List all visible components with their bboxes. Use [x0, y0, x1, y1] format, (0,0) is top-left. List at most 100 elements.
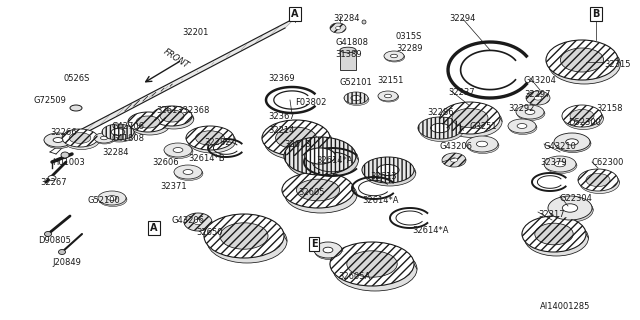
Ellipse shape: [262, 120, 330, 156]
Ellipse shape: [99, 193, 127, 206]
Text: 32613: 32613: [284, 140, 310, 149]
Ellipse shape: [53, 138, 63, 142]
Text: 32317: 32317: [538, 210, 564, 219]
Text: A: A: [150, 223, 157, 233]
Text: 32282: 32282: [204, 138, 230, 147]
Ellipse shape: [476, 141, 488, 147]
Ellipse shape: [546, 40, 618, 80]
Ellipse shape: [347, 251, 397, 277]
Text: 32266: 32266: [50, 128, 77, 137]
Ellipse shape: [194, 219, 202, 225]
Text: 32614*A: 32614*A: [412, 226, 449, 235]
Text: 32614*B: 32614*B: [188, 154, 225, 163]
Ellipse shape: [345, 93, 369, 106]
Ellipse shape: [175, 166, 203, 180]
Text: 32613: 32613: [370, 172, 397, 181]
Text: 32292: 32292: [508, 104, 534, 113]
Text: 32201: 32201: [182, 28, 208, 37]
Ellipse shape: [451, 158, 458, 162]
Text: 32614*A: 32614*A: [362, 196, 399, 205]
Text: 32379: 32379: [540, 158, 566, 167]
Ellipse shape: [296, 179, 340, 201]
Ellipse shape: [517, 124, 527, 128]
Ellipse shape: [525, 109, 535, 115]
Ellipse shape: [509, 121, 537, 134]
Text: G42706: G42706: [112, 122, 145, 131]
Text: C62300: C62300: [592, 158, 625, 167]
Text: G43206: G43206: [440, 142, 473, 151]
Ellipse shape: [578, 169, 618, 191]
Text: 32605A: 32605A: [338, 272, 370, 281]
Ellipse shape: [335, 27, 340, 29]
Text: 32650: 32650: [196, 228, 223, 237]
Ellipse shape: [442, 153, 466, 167]
Text: 32294: 32294: [449, 14, 475, 23]
Ellipse shape: [128, 112, 168, 132]
Text: F03802: F03802: [295, 98, 326, 107]
Ellipse shape: [276, 127, 316, 149]
Ellipse shape: [184, 213, 212, 231]
Ellipse shape: [384, 51, 404, 61]
Ellipse shape: [563, 108, 604, 130]
Ellipse shape: [70, 105, 82, 111]
Ellipse shape: [378, 91, 398, 101]
Ellipse shape: [63, 132, 99, 149]
Ellipse shape: [362, 157, 414, 183]
Ellipse shape: [186, 126, 234, 150]
Ellipse shape: [152, 106, 192, 126]
Ellipse shape: [102, 124, 134, 140]
Ellipse shape: [418, 117, 462, 139]
Text: G43204: G43204: [524, 76, 557, 85]
Ellipse shape: [390, 54, 397, 58]
Ellipse shape: [548, 196, 592, 220]
Ellipse shape: [452, 108, 488, 128]
Ellipse shape: [183, 170, 193, 174]
Ellipse shape: [98, 191, 126, 205]
Ellipse shape: [330, 23, 346, 33]
Text: 0526S: 0526S: [64, 74, 90, 83]
Ellipse shape: [467, 138, 499, 154]
Ellipse shape: [160, 110, 184, 122]
Text: 32237: 32237: [448, 88, 475, 97]
Ellipse shape: [524, 220, 588, 256]
Ellipse shape: [440, 102, 500, 134]
Ellipse shape: [220, 223, 268, 249]
Ellipse shape: [522, 216, 586, 252]
Text: 3261332368: 3261332368: [156, 106, 209, 115]
Text: G52100: G52100: [88, 196, 121, 205]
Ellipse shape: [165, 145, 193, 158]
Text: 32214: 32214: [268, 126, 294, 135]
Text: G22304: G22304: [560, 194, 593, 203]
Ellipse shape: [516, 105, 544, 119]
Ellipse shape: [333, 247, 417, 291]
Ellipse shape: [130, 115, 170, 135]
Text: G41808: G41808: [335, 38, 368, 47]
Text: D90805: D90805: [38, 236, 71, 245]
Ellipse shape: [305, 148, 335, 164]
Ellipse shape: [45, 134, 73, 148]
Ellipse shape: [466, 136, 498, 152]
Text: G72509: G72509: [34, 96, 67, 105]
Ellipse shape: [535, 223, 573, 245]
Text: 32151: 32151: [377, 76, 403, 85]
Ellipse shape: [45, 231, 51, 236]
Text: G3251: G3251: [469, 122, 497, 131]
Ellipse shape: [111, 129, 125, 135]
Ellipse shape: [207, 219, 287, 263]
Ellipse shape: [103, 126, 135, 142]
Text: 31389: 31389: [335, 50, 362, 59]
Ellipse shape: [562, 105, 602, 127]
Ellipse shape: [188, 129, 236, 153]
Ellipse shape: [526, 91, 550, 105]
Text: FRONT: FRONT: [162, 47, 191, 70]
Ellipse shape: [285, 177, 357, 213]
Ellipse shape: [154, 109, 194, 129]
Text: 32606: 32606: [152, 158, 179, 167]
Bar: [340, 50, 356, 70]
Ellipse shape: [107, 196, 117, 200]
Text: 32367: 32367: [268, 112, 295, 121]
Ellipse shape: [549, 198, 593, 222]
Text: 32158: 32158: [596, 104, 623, 113]
Ellipse shape: [561, 48, 604, 72]
Text: G52101: G52101: [340, 78, 372, 87]
